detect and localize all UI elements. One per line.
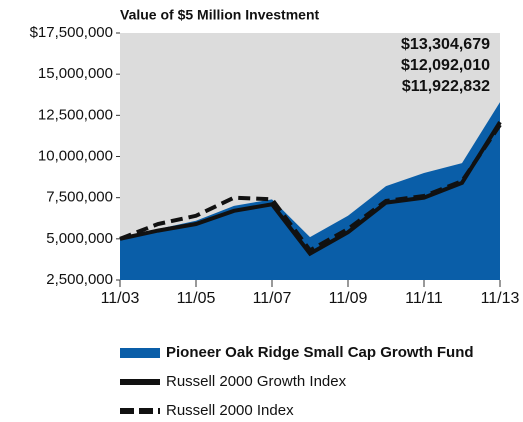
y-tick-label: 7,500,000	[46, 189, 113, 206]
legend-label: Russell 2000 Growth Index	[166, 373, 347, 390]
y-tick-label: 10,000,000	[38, 147, 113, 164]
x-tick-label: 11/07	[253, 290, 292, 307]
value-label: $13,304,679	[401, 36, 490, 53]
y-tick-label: 15,000,000	[38, 65, 113, 82]
x-tick-label: 11/03	[101, 290, 140, 307]
x-tick-label: 11/09	[329, 290, 368, 307]
area	[120, 102, 500, 281]
x-tick-label: 11/11	[405, 290, 443, 307]
value-label: $11,922,832	[402, 78, 490, 95]
legend-label: Russell 2000 Index	[166, 402, 294, 419]
line	[119, 123, 502, 253]
y-tick-label: 5,000,000	[46, 230, 113, 247]
value-label: $12,092,010	[401, 57, 490, 74]
chart-title: Value of $5 Million Investment	[120, 7, 319, 23]
y-tick-label: $17,500,000	[30, 24, 113, 41]
y-tick-label: 12,500,000	[38, 106, 113, 123]
x-tick-label: 11/05	[177, 290, 216, 307]
legend-swatch	[120, 348, 160, 358]
x-tick-label: 11/13	[481, 290, 520, 307]
legend-label: Pioneer Oak Ridge Small Cap Growth Fund	[166, 344, 474, 361]
y-tick-label: 2,500,000	[46, 271, 113, 288]
